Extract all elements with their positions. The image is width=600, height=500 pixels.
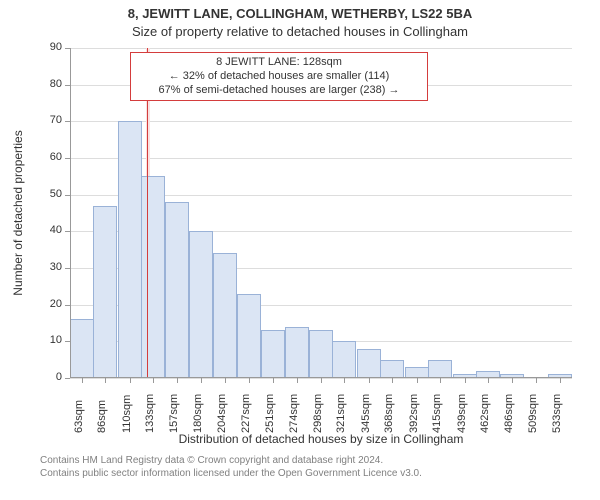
x-tick-mark — [273, 378, 274, 383]
x-tick-mark — [225, 378, 226, 383]
histogram-bar — [380, 360, 404, 378]
x-tick-mark — [417, 378, 418, 383]
histogram-bar — [70, 319, 94, 378]
y-tick-label: 0 — [30, 371, 62, 383]
x-tick-label: 110sqm — [121, 395, 133, 433]
x-tick-mark — [201, 378, 202, 383]
footer-line1: Contains HM Land Registry data © Crown c… — [40, 455, 580, 468]
x-tick-label: 227sqm — [240, 394, 252, 433]
x-tick-mark — [369, 378, 370, 383]
x-tick-label: 321sqm — [335, 394, 347, 433]
y-tick-label: 90 — [30, 41, 62, 53]
x-tick-mark — [440, 378, 441, 383]
x-tick-label: 392sqm — [408, 394, 420, 433]
callout-line1: 8 JEWITT LANE: 128sqm — [135, 56, 423, 70]
x-tick-mark — [321, 378, 322, 383]
x-tick-label: 368sqm — [383, 394, 395, 433]
x-tick-label: 204sqm — [216, 394, 228, 433]
x-tick-label: 298sqm — [312, 394, 324, 433]
histogram-bar — [141, 176, 165, 378]
y-tick-mark — [65, 378, 70, 379]
callout-line2: ← 32% of detached houses are smaller (11… — [135, 70, 423, 84]
x-tick-mark — [177, 378, 178, 383]
histogram-bar — [237, 294, 261, 378]
page-subtitle: Size of property relative to detached ho… — [0, 24, 600, 40]
title-text: 8, JEWITT LANE, COLLINGHAM, WETHERBY, LS… — [128, 6, 473, 21]
y-tick-label: 60 — [30, 151, 62, 163]
x-tick-mark — [153, 378, 154, 383]
x-tick-label: 180sqm — [192, 394, 204, 433]
x-tick-label: 345sqm — [360, 394, 372, 433]
histogram-bar — [118, 121, 142, 378]
histogram-bar — [93, 206, 117, 378]
histogram-bar — [357, 349, 381, 378]
y-tick-label: 40 — [30, 224, 62, 236]
x-tick-label: 415sqm — [431, 394, 443, 433]
x-tick-label: 86sqm — [96, 400, 108, 433]
page-title: 8, JEWITT LANE, COLLINGHAM, WETHERBY, LS… — [0, 6, 600, 22]
x-axis-label: Distribution of detached houses by size … — [70, 432, 572, 446]
histogram-bar — [285, 327, 309, 378]
y-tick-label: 10 — [30, 334, 62, 346]
footer-line2: Contains public sector information licen… — [40, 468, 580, 481]
x-axis-label-text: Distribution of detached houses by size … — [179, 432, 464, 446]
callout-box: 8 JEWITT LANE: 128sqm ← 32% of detached … — [130, 52, 428, 101]
x-tick-mark — [130, 378, 131, 383]
x-tick-label: 274sqm — [288, 394, 300, 433]
y-tick-label: 70 — [30, 114, 62, 126]
x-tick-label: 509sqm — [527, 394, 539, 433]
x-tick-mark — [465, 378, 466, 383]
x-tick-mark — [536, 378, 537, 383]
x-tick-mark — [249, 378, 250, 383]
x-tick-label: 533sqm — [551, 394, 563, 433]
x-tick-label: 63sqm — [73, 400, 85, 433]
histogram-bar — [261, 330, 285, 378]
y-tick-label: 80 — [30, 78, 62, 90]
callout-line3: 67% of semi-detached houses are larger (… — [135, 84, 423, 98]
x-tick-mark — [105, 378, 106, 383]
y-tick-label: 30 — [30, 261, 62, 273]
x-tick-label: 462sqm — [479, 394, 491, 433]
subtitle-text: Size of property relative to detached ho… — [132, 24, 468, 39]
x-tick-mark — [512, 378, 513, 383]
histogram-bar — [165, 202, 189, 378]
y-axis-label-text: Number of detached properties — [11, 130, 25, 295]
x-tick-mark — [297, 378, 298, 383]
x-tick-mark — [82, 378, 83, 383]
x-tick-mark — [488, 378, 489, 383]
x-tick-label: 439sqm — [456, 394, 468, 433]
histogram-bar — [332, 341, 356, 378]
footer: Contains HM Land Registry data © Crown c… — [40, 455, 580, 480]
histogram-bar — [309, 330, 333, 378]
y-tick-label: 50 — [30, 188, 62, 200]
y-tick-label: 20 — [30, 298, 62, 310]
y-axis-line — [70, 48, 71, 378]
x-tick-label: 133sqm — [144, 394, 156, 433]
x-tick-mark — [560, 378, 561, 383]
histogram-bar — [189, 231, 213, 378]
histogram-bar — [213, 253, 237, 378]
x-tick-mark — [392, 378, 393, 383]
x-tick-label: 251sqm — [264, 394, 276, 433]
y-axis-label: Number of detached properties — [11, 113, 25, 313]
x-tick-mark — [344, 378, 345, 383]
histogram-bar — [428, 360, 452, 378]
x-tick-label: 486sqm — [503, 394, 515, 433]
x-tick-label: 157sqm — [168, 394, 180, 433]
